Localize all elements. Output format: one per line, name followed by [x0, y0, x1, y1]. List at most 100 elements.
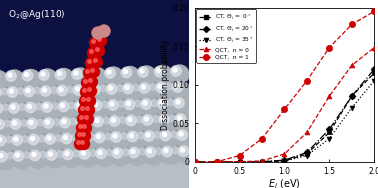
Circle shape: [85, 116, 88, 119]
Circle shape: [96, 134, 101, 139]
Circle shape: [85, 86, 96, 96]
Circle shape: [87, 98, 90, 101]
Circle shape: [0, 134, 14, 153]
Circle shape: [11, 134, 30, 153]
Circle shape: [106, 149, 113, 156]
Circle shape: [174, 98, 184, 108]
Circle shape: [95, 148, 114, 167]
Circle shape: [156, 148, 162, 154]
Circle shape: [13, 151, 24, 161]
Circle shape: [87, 67, 107, 86]
Circle shape: [37, 133, 52, 149]
Circle shape: [42, 88, 46, 92]
Circle shape: [83, 89, 86, 92]
Circle shape: [16, 86, 31, 101]
Circle shape: [82, 84, 97, 99]
Circle shape: [155, 82, 174, 101]
Circle shape: [81, 86, 91, 98]
Circle shape: [151, 114, 166, 129]
Circle shape: [173, 97, 192, 116]
Circle shape: [77, 132, 96, 151]
Circle shape: [82, 133, 85, 136]
Circle shape: [28, 134, 39, 145]
Circle shape: [166, 83, 173, 90]
Circle shape: [178, 146, 189, 156]
Circle shape: [54, 68, 73, 87]
Circle shape: [0, 151, 7, 162]
Circle shape: [38, 149, 54, 165]
Circle shape: [116, 99, 132, 114]
Circle shape: [176, 100, 180, 104]
Circle shape: [144, 146, 164, 165]
Circle shape: [103, 117, 110, 124]
Circle shape: [170, 65, 189, 84]
Circle shape: [74, 71, 78, 75]
Circle shape: [175, 113, 194, 132]
Circle shape: [73, 85, 84, 95]
Circle shape: [28, 133, 46, 152]
Circle shape: [77, 114, 88, 124]
Circle shape: [138, 67, 148, 77]
X-axis label: $E_i$ (eV): $E_i$ (eV): [268, 177, 301, 188]
Circle shape: [84, 86, 90, 92]
Circle shape: [54, 119, 60, 125]
Circle shape: [100, 99, 115, 115]
Circle shape: [74, 139, 85, 149]
Circle shape: [51, 87, 57, 93]
Circle shape: [26, 88, 30, 93]
Circle shape: [22, 70, 40, 89]
Circle shape: [82, 77, 93, 89]
Circle shape: [127, 130, 146, 149]
Circle shape: [1, 88, 8, 95]
Circle shape: [6, 86, 25, 105]
Circle shape: [52, 117, 67, 132]
Circle shape: [69, 102, 75, 109]
Circle shape: [21, 120, 27, 126]
Circle shape: [84, 105, 94, 115]
Circle shape: [149, 98, 165, 113]
Circle shape: [78, 119, 82, 123]
Circle shape: [125, 114, 144, 133]
Circle shape: [30, 136, 35, 141]
Circle shape: [138, 132, 144, 139]
Circle shape: [75, 101, 85, 111]
Circle shape: [25, 72, 29, 77]
Circle shape: [133, 98, 148, 114]
Circle shape: [128, 118, 132, 122]
Circle shape: [9, 118, 28, 137]
Circle shape: [91, 57, 102, 67]
Circle shape: [37, 119, 44, 126]
Circle shape: [146, 133, 150, 137]
Circle shape: [59, 87, 63, 92]
Circle shape: [179, 132, 183, 136]
Circle shape: [60, 103, 65, 108]
Circle shape: [171, 66, 181, 76]
Circle shape: [80, 116, 83, 119]
Circle shape: [74, 100, 93, 119]
Circle shape: [177, 116, 181, 120]
Circle shape: [68, 116, 84, 132]
Circle shape: [133, 84, 140, 91]
Circle shape: [144, 131, 154, 141]
Circle shape: [140, 69, 144, 73]
Circle shape: [129, 133, 133, 138]
Circle shape: [38, 69, 57, 88]
Circle shape: [12, 150, 31, 169]
Circle shape: [62, 119, 66, 124]
Circle shape: [75, 87, 80, 91]
Circle shape: [98, 38, 101, 41]
Circle shape: [22, 150, 37, 165]
Circle shape: [123, 149, 129, 155]
Circle shape: [22, 70, 33, 81]
Circle shape: [112, 118, 116, 122]
Circle shape: [112, 148, 123, 158]
Circle shape: [96, 36, 107, 46]
Circle shape: [7, 152, 14, 159]
Circle shape: [95, 30, 98, 33]
Y-axis label: Dissociation probability: Dissociation probability: [161, 39, 170, 130]
Circle shape: [144, 117, 149, 121]
Circle shape: [80, 135, 84, 139]
Circle shape: [87, 48, 99, 58]
Circle shape: [85, 58, 96, 68]
Text: O$_2$@Ag(110): O$_2$@Ag(110): [8, 8, 66, 21]
